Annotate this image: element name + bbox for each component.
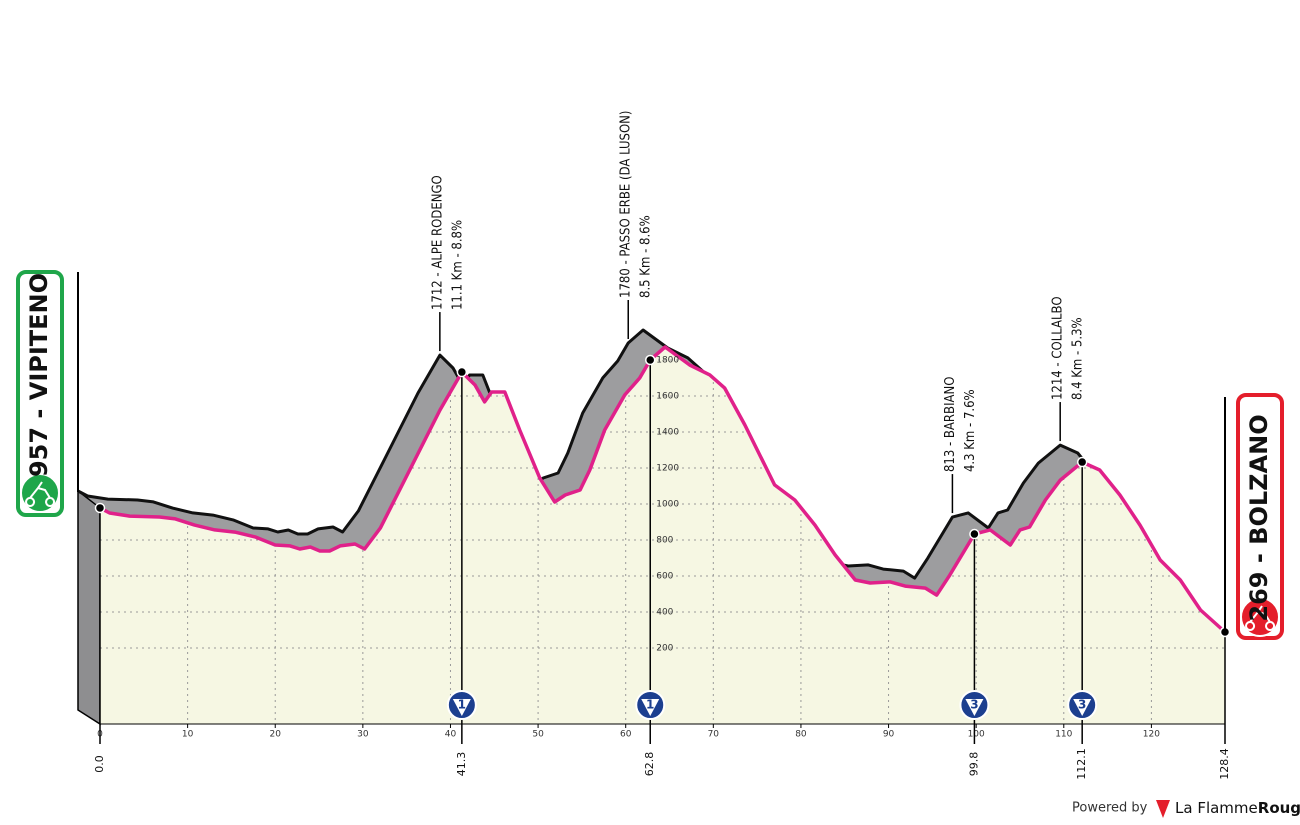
climb-category: 3 <box>1078 698 1086 712</box>
km-mark-dot <box>456 366 468 378</box>
x-tick-label: 20 <box>270 730 282 740</box>
start-label: 957 - VIPITENO <box>25 273 53 477</box>
climb-label: 813 - BARBIANO <box>943 377 958 473</box>
profile-top-edge <box>77 328 1205 617</box>
profile-side <box>78 330 1225 632</box>
climb-category: 1 <box>458 698 466 712</box>
finish-box <box>1236 393 1284 640</box>
y-tick-label: 1600 <box>656 392 679 402</box>
brand-name-bold: Rouge <box>1258 799 1300 817</box>
brand-name: La Flamme <box>1175 799 1258 817</box>
y-tick-label: 1800 <box>656 356 679 366</box>
climb-details: 4.3 Km - 7.6% <box>963 389 978 472</box>
finish-icon <box>1240 597 1280 637</box>
start-icon <box>20 473 60 513</box>
climb-badge-shape <box>965 699 984 716</box>
x-tick-label: 30 <box>357 730 369 740</box>
climb-label: 1712 - ALPE RODENGO <box>430 175 445 310</box>
y-tick-label: 1200 <box>656 464 679 474</box>
climb-category: 3 <box>970 698 978 712</box>
km-mark-label: 112.1 <box>1075 748 1088 780</box>
y-tick-label: 800 <box>656 536 673 546</box>
x-tick-label: 40 <box>445 730 457 740</box>
km-mark-dot <box>1076 456 1088 468</box>
y-tick-label: 1000 <box>656 500 679 510</box>
x-tick-label: 70 <box>708 730 720 740</box>
y-tick-label: 600 <box>656 572 673 582</box>
climb-badge-shape <box>641 699 660 716</box>
climb-details: 8.4 Km - 5.3% <box>1071 317 1086 400</box>
climb-details: 11.1 Km - 8.8% <box>450 220 465 310</box>
y-tick-label: 200 <box>656 644 673 654</box>
x-tick-label: 80 <box>795 730 807 740</box>
km-mark-label: 99.8 <box>967 752 980 777</box>
x-tick-label: 120 <box>1143 730 1160 740</box>
climb-label: 1780 - PASSO ERBE (DA LUSON) <box>619 111 634 298</box>
profile-area <box>100 347 1225 724</box>
climb-category: 1 <box>646 698 654 712</box>
climb-badge-shape <box>452 699 471 716</box>
powered-by: Powered by <box>1072 801 1148 816</box>
start-box <box>16 270 64 517</box>
km-mark-label: 62.8 <box>643 752 656 777</box>
y-tick-label: 1400 <box>656 428 679 438</box>
climb-label: 1214 - COLLALBO <box>1051 296 1066 400</box>
start-icon-bike <box>25 481 56 507</box>
brand: La FlammeRouge <box>1175 799 1300 817</box>
finish-icon-bike <box>1245 605 1276 631</box>
climb-badge-shape <box>1073 699 1092 716</box>
x-tick-label: 90 <box>883 730 895 740</box>
km-mark-label: 0.0 <box>93 755 106 773</box>
x-tick-label: 110 <box>1055 730 1072 740</box>
profile-left-face <box>77 489 101 726</box>
x-tick-label: 50 <box>532 730 544 740</box>
brand-logo <box>1156 800 1170 818</box>
km-mark-dot <box>969 528 980 540</box>
y-tick-label: 400 <box>656 608 673 618</box>
finish-label: 269 - BOLZANO <box>1245 414 1273 621</box>
climb-details: 8.5 Km - 8.6% <box>639 215 654 298</box>
x-tick-label: 60 <box>620 730 632 740</box>
km-mark-dot <box>94 502 106 514</box>
x-tick-label: 10 <box>182 730 194 740</box>
km-mark-label: 128.4 <box>1218 748 1231 780</box>
km-mark-label: 41.3 <box>455 752 468 777</box>
km-mark-dot <box>644 354 656 366</box>
profile-line <box>99 345 1227 634</box>
x-tick-label: 100 <box>968 730 985 740</box>
